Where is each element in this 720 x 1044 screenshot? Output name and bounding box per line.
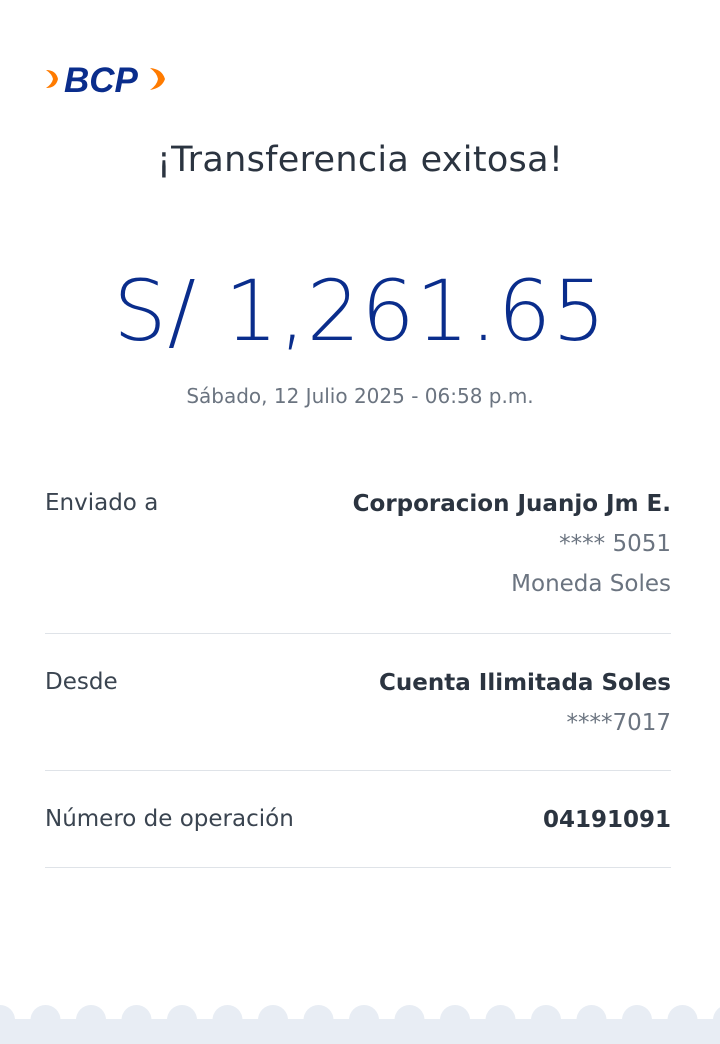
scallop-bump — [30, 1005, 61, 1035]
scallop-bump — [440, 1005, 470, 1035]
transfer-datetime: Sábado, 12 Julio 2025 - 06:58 p.m. — [186, 384, 534, 408]
from-row: Desde Cuenta Ilimitada Soles ****7017 — [45, 663, 671, 771]
scallop-bump — [76, 1005, 106, 1035]
scallop-bump — [0, 1005, 15, 1035]
ticket-scalloped-edge — [0, 1005, 720, 1044]
scallop-bump — [121, 1005, 152, 1035]
svg-text:BCP: BCP — [64, 61, 139, 98]
scallop-bump — [394, 1005, 425, 1035]
scallop-bump — [258, 1005, 288, 1035]
scallop-bump — [303, 1005, 334, 1035]
scallop-bump — [622, 1005, 652, 1035]
scallop-bump — [167, 1005, 197, 1035]
transfer-amount: S/ 1,261.65 — [113, 262, 607, 360]
bcp-logo: BCP — [46, 61, 165, 98]
source-account-number: ****7017 — [566, 710, 671, 736]
scallop-bump — [531, 1005, 561, 1035]
operation-number: 04191091 — [542, 807, 671, 833]
operation-label: Número de operación — [45, 806, 294, 832]
sent-to-row: Enviado a Corporacion Juanjo Jm E. **** … — [45, 484, 671, 634]
sent-to-label: Enviado a — [45, 490, 159, 516]
scallop-bump — [485, 1005, 516, 1035]
page-title: ¡Transferencia exitosa! — [156, 140, 564, 180]
scallop-bump — [212, 1005, 243, 1035]
operation-row: Número de operación 04191091 — [45, 800, 671, 868]
scallop-bump — [713, 1007, 720, 1033]
scallop-bump — [667, 1005, 698, 1035]
recipient-currency: Moneda Soles — [511, 571, 671, 597]
from-label: Desde — [45, 669, 118, 695]
recipient-account: **** 5051 — [559, 531, 671, 557]
source-account-name: Cuenta Ilimitada Soles — [379, 670, 671, 696]
scallop-bump — [576, 1005, 607, 1035]
scallop-bump — [349, 1005, 379, 1035]
recipient-name: Corporacion Juanjo Jm E. — [352, 491, 671, 517]
